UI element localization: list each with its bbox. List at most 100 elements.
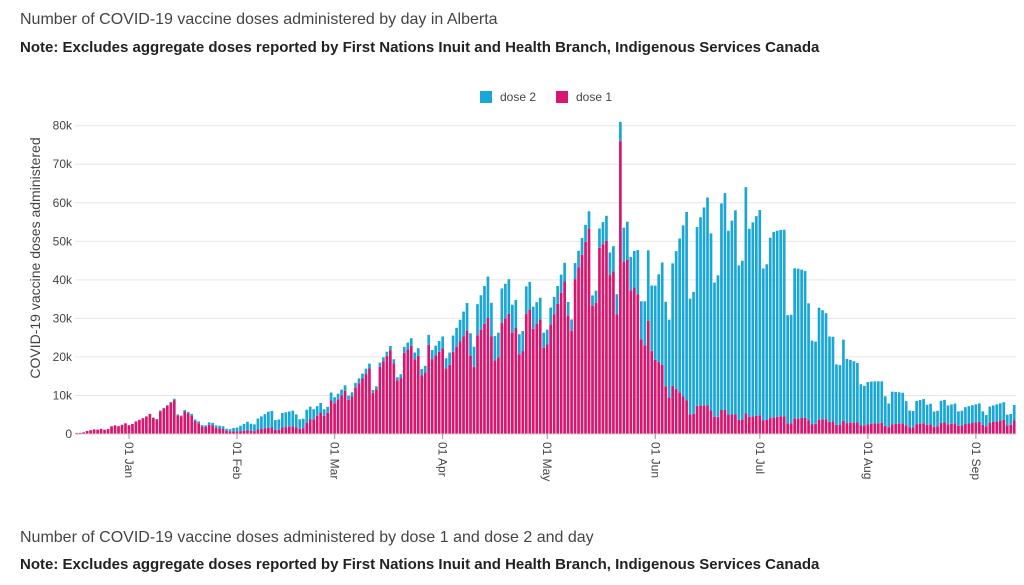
bar-dose2[interactable] bbox=[925, 404, 929, 425]
bar-dose2[interactable] bbox=[253, 424, 256, 432]
bar-dose1[interactable] bbox=[831, 421, 835, 434]
bar-dose2[interactable] bbox=[308, 406, 312, 420]
bar-dose1[interactable] bbox=[971, 423, 974, 434]
legend-label[interactable]: dose 1 bbox=[576, 90, 612, 104]
bar-dose2[interactable] bbox=[831, 336, 835, 422]
bar-dose2[interactable] bbox=[294, 414, 298, 428]
bar-dose2[interactable] bbox=[312, 409, 316, 420]
bar-dose2[interactable] bbox=[486, 276, 490, 319]
bar-dose1[interactable] bbox=[734, 414, 737, 434]
bar-dose1[interactable] bbox=[782, 416, 786, 434]
bar-dose2[interactable] bbox=[287, 411, 291, 427]
bar-dose2[interactable] bbox=[859, 384, 863, 426]
bar-dose1[interactable] bbox=[504, 318, 507, 434]
bar-dose1[interactable] bbox=[713, 416, 716, 434]
bar-dose1[interactable] bbox=[382, 361, 385, 434]
bar-dose2[interactable] bbox=[207, 422, 211, 425]
bar-dose2[interactable] bbox=[908, 410, 911, 428]
bar-dose2[interactable] bbox=[336, 393, 340, 400]
bar-dose2[interactable] bbox=[179, 415, 183, 417]
bar-dose1[interactable] bbox=[789, 423, 793, 434]
bar-dose2[interactable] bbox=[427, 334, 431, 346]
bar-dose1[interactable] bbox=[716, 416, 720, 434]
bar-dose1[interactable] bbox=[371, 392, 375, 434]
bar-dose2[interactable] bbox=[256, 418, 260, 430]
bar-dose2[interactable] bbox=[594, 290, 598, 303]
bar-dose1[interactable] bbox=[131, 424, 134, 434]
bar-dose2[interactable] bbox=[849, 359, 852, 423]
bar-dose1[interactable] bbox=[152, 417, 155, 434]
bar-dose1[interactable] bbox=[329, 400, 333, 434]
bar-dose2[interactable] bbox=[333, 397, 336, 404]
bar-dose1[interactable] bbox=[347, 399, 350, 434]
bar-dose1[interactable] bbox=[821, 419, 824, 434]
bar-dose2[interactable] bbox=[280, 413, 284, 428]
bar-dose2[interactable] bbox=[894, 391, 898, 424]
bar-dose2[interactable] bbox=[1002, 402, 1006, 420]
bar-dose2[interactable] bbox=[577, 250, 580, 268]
legend-swatch[interactable] bbox=[480, 91, 492, 103]
bar-dose1[interactable] bbox=[671, 385, 675, 434]
bar-dose1[interactable] bbox=[291, 426, 295, 434]
bar-dose2[interactable] bbox=[169, 401, 173, 404]
bar-dose1[interactable] bbox=[389, 350, 392, 434]
bar-dose2[interactable] bbox=[786, 315, 790, 424]
bar-dose2[interactable] bbox=[793, 268, 796, 419]
bar-dose1[interactable] bbox=[991, 421, 995, 434]
bar-dose1[interactable] bbox=[549, 324, 553, 434]
bar-dose2[interactable] bbox=[305, 409, 309, 424]
bar-dose1[interactable] bbox=[274, 429, 277, 434]
bar-dose2[interactable] bbox=[821, 310, 824, 420]
bar-dose1[interactable] bbox=[162, 408, 166, 434]
bar-dose1[interactable] bbox=[486, 318, 490, 434]
bar-dose2[interactable] bbox=[953, 403, 957, 424]
bar-dose1[interactable] bbox=[312, 419, 316, 434]
bar-dose1[interactable] bbox=[361, 378, 364, 434]
bar-dose1[interactable] bbox=[280, 427, 284, 434]
bar-dose1[interactable] bbox=[476, 335, 479, 434]
bar-dose1[interactable] bbox=[165, 405, 169, 434]
bar-dose2[interactable] bbox=[361, 373, 364, 379]
bar-dose2[interactable] bbox=[971, 405, 974, 424]
bar-dose1[interactable] bbox=[402, 352, 406, 434]
bar-dose1[interactable] bbox=[967, 423, 971, 434]
bar-dose1[interactable] bbox=[587, 228, 591, 434]
bar-dose2[interactable] bbox=[472, 346, 476, 367]
bar-dose2[interactable] bbox=[863, 385, 866, 426]
bar-dose1[interactable] bbox=[145, 416, 148, 434]
bar-dose2[interactable] bbox=[856, 362, 859, 423]
bar-dose1[interactable] bbox=[995, 421, 999, 434]
bar-dose2[interactable] bbox=[744, 187, 748, 414]
bar-dose2[interactable] bbox=[329, 392, 333, 401]
legend-label[interactable]: dose 2 bbox=[500, 90, 536, 104]
bar-dose1[interactable] bbox=[305, 423, 309, 434]
bar-dose1[interactable] bbox=[639, 339, 643, 434]
bar-dose2[interactable] bbox=[978, 403, 981, 422]
bar-dose1[interactable] bbox=[775, 416, 779, 434]
bar-dose1[interactable] bbox=[455, 346, 458, 434]
bar-dose2[interactable] bbox=[395, 377, 399, 381]
bar-dose2[interactable] bbox=[204, 425, 207, 427]
bar-dose1[interactable] bbox=[465, 330, 469, 434]
bar-dose2[interactable] bbox=[688, 298, 692, 415]
bar-dose1[interactable] bbox=[423, 372, 427, 434]
bar-dose2[interactable] bbox=[392, 359, 396, 364]
bar-dose1[interactable] bbox=[852, 422, 856, 434]
bar-dose1[interactable] bbox=[702, 405, 706, 434]
bar-dose1[interactable] bbox=[922, 423, 925, 434]
bar-dose2[interactable] bbox=[239, 425, 242, 432]
bar-dose1[interactable] bbox=[817, 419, 821, 434]
bar-dose1[interactable] bbox=[535, 324, 539, 434]
bar-dose1[interactable] bbox=[939, 422, 943, 434]
bar-dose2[interactable] bbox=[866, 381, 870, 425]
bar-dose1[interactable] bbox=[873, 423, 877, 434]
bar-dose2[interactable] bbox=[779, 229, 783, 417]
bar-dose1[interactable] bbox=[876, 423, 880, 434]
bar-dose2[interactable] bbox=[552, 296, 556, 315]
bar-dose1[interactable] bbox=[929, 424, 932, 434]
bar-dose1[interactable] bbox=[308, 419, 312, 434]
bar-dose2[interactable] bbox=[559, 274, 563, 293]
bar-dose2[interactable] bbox=[591, 295, 594, 306]
bar-dose1[interactable] bbox=[619, 141, 622, 434]
bar-dose1[interactable] bbox=[720, 410, 723, 434]
